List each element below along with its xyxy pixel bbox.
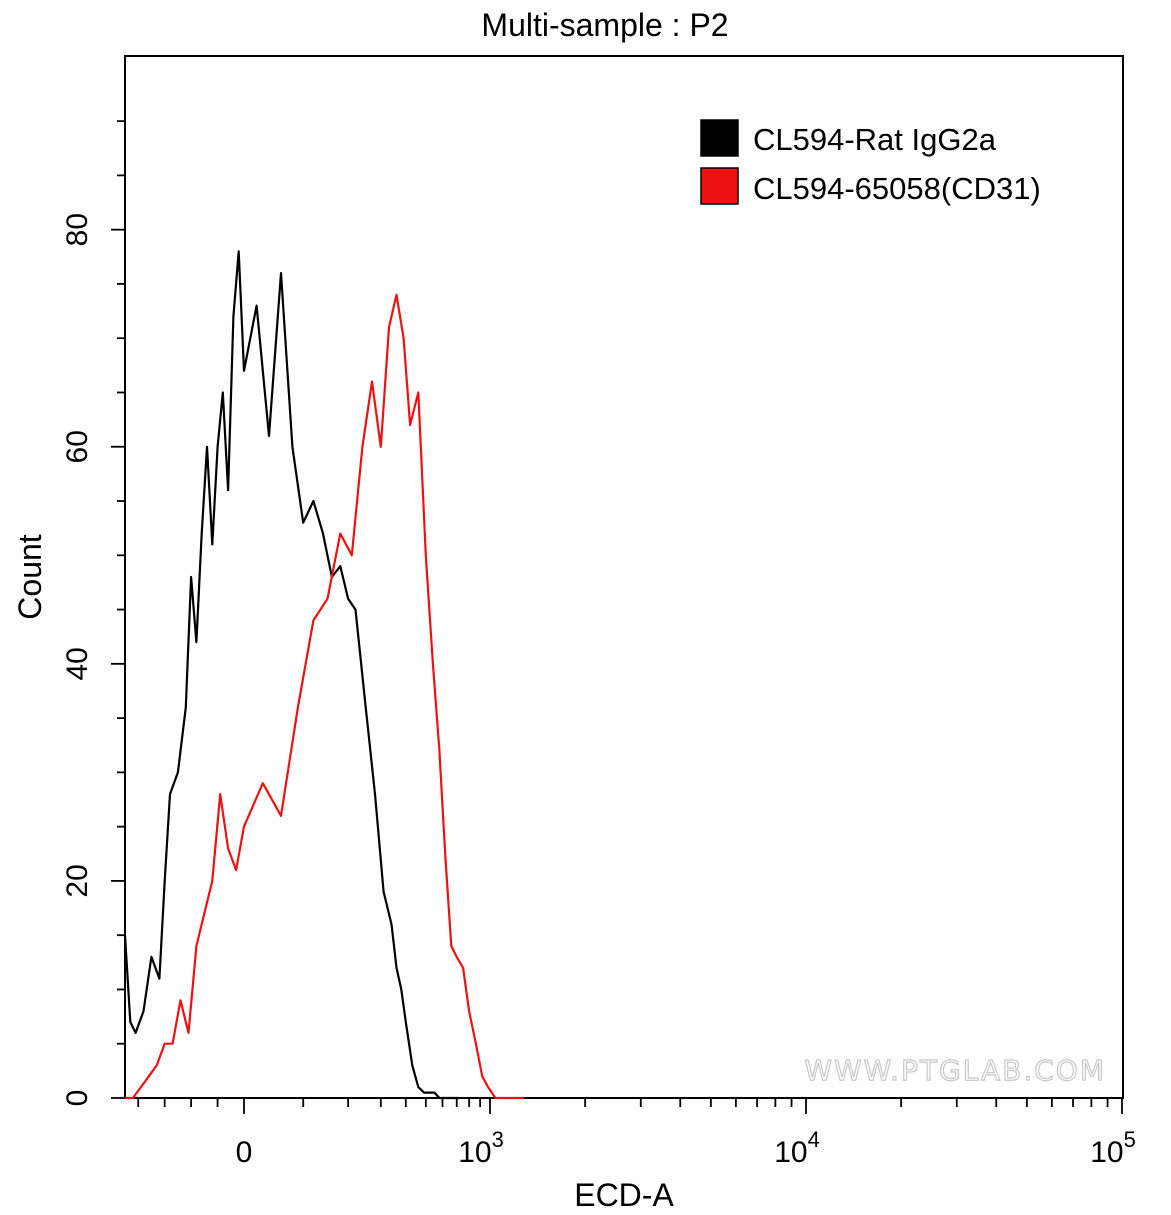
x-tick-label: 103 [458, 1127, 504, 1169]
legend-swatch-cd31 [700, 167, 739, 205]
y-tick-label: 40 [61, 647, 94, 680]
chart-title: Multi-sample : P2 [481, 7, 728, 43]
legend: CL594-Rat IgG2a CL594-65058(CD31) [700, 119, 1041, 206]
y-tick-label: 80 [61, 213, 94, 246]
x-tick-label: 0 [236, 1136, 253, 1169]
legend-label-isotype: CL594-Rat IgG2a [753, 122, 997, 157]
series-line-cd31 [125, 293, 524, 1100]
legend-label-cd31: CL594-65058(CD31) [753, 171, 1041, 206]
y-tick-label: 20 [61, 864, 94, 897]
y-tick-label: 0 [61, 1090, 94, 1107]
series-layer [123, 250, 524, 1100]
watermark: WWW.PTGLAB.COM [804, 1054, 1106, 1087]
plot-frame [124, 55, 1124, 1099]
y-tick-label: 60 [61, 430, 94, 463]
series-line-isotype [123, 250, 460, 1100]
legend-swatch-isotype [700, 119, 739, 157]
x-axis-ticks: 0 103 104 105 [137, 1098, 1136, 1169]
y-axis-label: Count [12, 534, 48, 620]
y-axis-ticks: 0 20 40 60 80 [61, 120, 125, 1107]
x-tick-label: 105 [1090, 1127, 1136, 1169]
x-tick-label: 104 [774, 1127, 820, 1169]
x-axis-label: ECD-A [574, 1177, 674, 1213]
